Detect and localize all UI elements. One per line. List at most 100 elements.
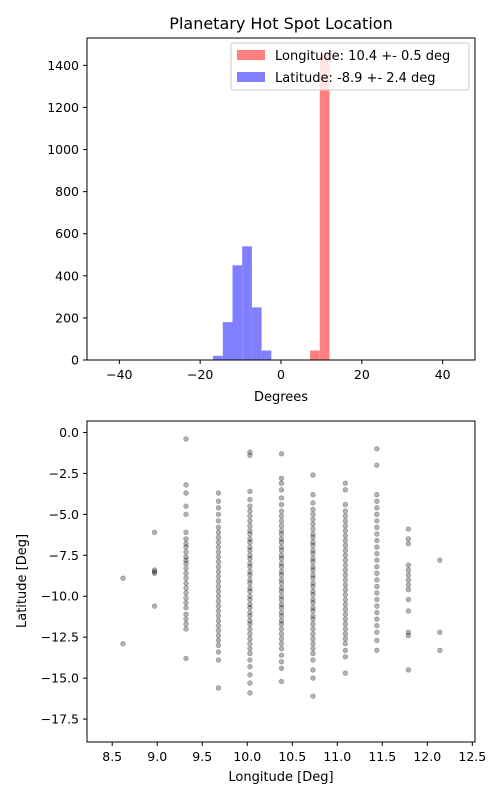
scatter-point <box>183 490 189 496</box>
histogram-x-axis-label: Degrees <box>254 390 308 405</box>
scatter-point <box>437 647 443 653</box>
scatter-point <box>342 542 349 549</box>
scatter-point <box>342 532 349 539</box>
y-tick-label: −7.5 <box>49 548 79 563</box>
scatter-point <box>342 654 349 660</box>
histogram-legend: Longitude: 10.4 +- 0.5 deg Latitude: -8.… <box>230 42 470 91</box>
scatter-point <box>342 557 349 563</box>
x-tick-label: 10.5 <box>278 749 306 764</box>
scatter-point <box>405 596 412 603</box>
scatter-point <box>183 575 189 581</box>
scatter-point <box>342 508 349 514</box>
scatter-point <box>215 588 222 595</box>
scatter-point <box>247 680 253 686</box>
scatter-point <box>278 501 285 508</box>
scatter-point <box>374 531 380 537</box>
scatter-point <box>120 575 126 581</box>
scatter-point <box>247 536 253 542</box>
scatter-point <box>278 518 285 524</box>
y-tick-label: −12.5 <box>41 630 79 645</box>
scatter-point <box>247 618 253 624</box>
scatter-point <box>310 547 316 554</box>
y-tick-label: 400 <box>55 268 79 283</box>
scatter-point <box>310 621 316 627</box>
scatter-point <box>278 508 285 514</box>
scatter-point <box>278 626 285 632</box>
scatter-point <box>247 601 253 608</box>
scatter-point <box>405 667 412 673</box>
scatter-point <box>374 498 380 504</box>
scatter-point <box>374 511 380 518</box>
scatter-point <box>247 596 253 603</box>
scatter-point <box>247 621 253 627</box>
scatter-point <box>342 591 349 598</box>
y-tick-label: 1400 <box>47 58 79 73</box>
scatter-point <box>342 480 349 486</box>
scatter-point <box>342 586 349 593</box>
scatter-point <box>342 647 349 653</box>
scatter-point <box>342 611 349 617</box>
latitude-bar-0 <box>213 355 223 360</box>
scatter-point <box>310 572 316 578</box>
scatter-point <box>278 580 285 586</box>
scatter-y-ticks: 0.0 −2.5 −5.0 −7.5 −10.0 −12.5 −15.0 −17.5 <box>41 425 87 727</box>
scatter-point <box>374 590 380 596</box>
scatter-point <box>374 577 380 583</box>
scatter-point <box>278 618 285 624</box>
scatter-point <box>342 547 349 554</box>
scatter-point <box>310 580 316 586</box>
scatter-point <box>310 657 316 663</box>
scatter-point <box>278 495 285 501</box>
scatter-point <box>151 570 158 577</box>
scatter-point <box>215 618 222 624</box>
scatter-point <box>247 513 253 519</box>
scatter-chart: 8.5 9.0 9.5 10.0 10.5 11.0 11.5 12.0 12.5 0.0 −2.… <box>15 420 486 785</box>
scatter-point <box>183 580 189 586</box>
scatter-point <box>247 641 253 647</box>
scatter-point <box>278 585 285 591</box>
longitude-bar-1 <box>319 53 330 360</box>
scatter-point <box>247 650 253 657</box>
scatter-point <box>278 621 285 627</box>
scatter-point <box>374 570 380 577</box>
x-tick-label: 9.5 <box>192 749 212 764</box>
scatter-point <box>278 451 285 457</box>
scatter-point <box>342 518 349 524</box>
scatter-point <box>183 544 189 550</box>
scatter-point <box>183 503 189 509</box>
scatter-point <box>215 554 222 560</box>
histogram-plot-frame <box>86 37 476 361</box>
scatter-point <box>151 529 158 536</box>
scatter-point <box>247 626 253 632</box>
scatter-point <box>183 436 189 442</box>
scatter-point <box>247 539 253 545</box>
scatter-x-axis-label: Longitude [Deg] <box>228 770 333 785</box>
x-tick-label: 8.5 <box>102 749 122 764</box>
scatter-plot-frame <box>86 420 476 743</box>
histogram-title: Planetary Hot Spot Location <box>169 14 392 33</box>
scatter-point <box>183 529 189 536</box>
scatter-point <box>183 626 189 632</box>
scatter-point <box>342 537 349 544</box>
scatter-point <box>215 518 222 524</box>
scatter-point <box>374 629 380 635</box>
x-tick-label: 9.0 <box>147 749 167 764</box>
scatter-point <box>183 655 189 662</box>
scatter-point <box>310 613 316 619</box>
legend-box <box>230 42 470 91</box>
scatter-point <box>405 629 412 635</box>
scatter-point <box>374 524 380 531</box>
scatter-point <box>342 487 349 493</box>
x-tick-label: 11.5 <box>368 749 396 764</box>
x-tick-label: −40 <box>106 367 132 382</box>
histogram-chart: Planetary Hot Spot Location −40 −20 0 20 40 … <box>47 14 476 405</box>
scatter-point <box>342 567 349 573</box>
x-tick-label: −20 <box>187 367 213 382</box>
scatter-point <box>278 487 285 493</box>
scatter-point <box>342 631 349 637</box>
scatter-point <box>247 568 253 575</box>
scatter-point <box>215 608 222 614</box>
x-tick-label: 10.0 <box>233 749 261 764</box>
scatter-point <box>310 521 316 527</box>
